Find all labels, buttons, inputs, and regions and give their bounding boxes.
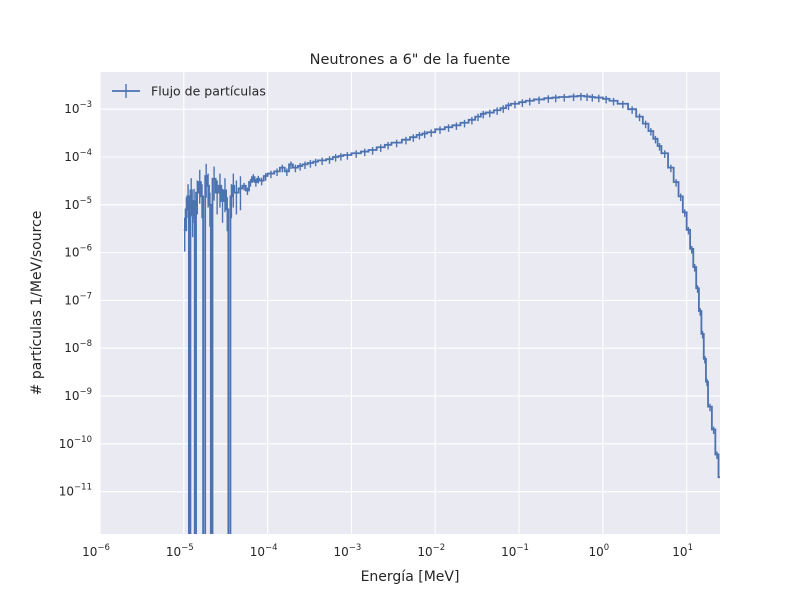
legend-entry-label: Flujo de partículas bbox=[151, 84, 266, 99]
x-tick-label: 100 bbox=[588, 543, 609, 559]
x-tick-label: 10−3 bbox=[334, 543, 362, 559]
plot-area bbox=[100, 72, 720, 534]
y-axis-ticks: 10−11 10−10 10−9 10−8 10−7 10−6 10−5 10−4 10−3 bbox=[59, 100, 92, 498]
legend: Flujo de partículas bbox=[112, 84, 266, 99]
x-tick-label: 10−4 bbox=[250, 543, 278, 559]
x-tick-label: 10−5 bbox=[166, 543, 194, 559]
x-axis-label: Energía [MeV] bbox=[361, 569, 460, 585]
y-tick-label: 10−7 bbox=[64, 291, 92, 307]
y-tick-label: 10−5 bbox=[64, 196, 92, 212]
x-tick-label: 10−2 bbox=[417, 543, 445, 559]
chart-title: Neutrones a 6" de la fuente bbox=[310, 52, 511, 68]
x-tick-label: 10−1 bbox=[501, 543, 529, 559]
x-axis-ticks: 10−6 10−5 10−4 10−3 10−2 10−1 100 101 bbox=[82, 543, 693, 559]
x-tick-label: 10−6 bbox=[82, 543, 110, 559]
y-tick-label: 10−10 bbox=[59, 435, 92, 451]
y-tick-label: 10−6 bbox=[64, 244, 92, 260]
y-axis-label: # partículas 1/MeV/source bbox=[29, 211, 45, 396]
y-tick-label: 10−3 bbox=[64, 100, 92, 116]
y-tick-label: 10−8 bbox=[64, 339, 92, 355]
y-tick-label: 10−9 bbox=[64, 387, 92, 403]
y-tick-label: 10−11 bbox=[59, 483, 92, 499]
y-tick-label: 10−4 bbox=[64, 148, 92, 164]
series-layer bbox=[183, 92, 720, 534]
x-tick-label: 101 bbox=[672, 543, 693, 559]
